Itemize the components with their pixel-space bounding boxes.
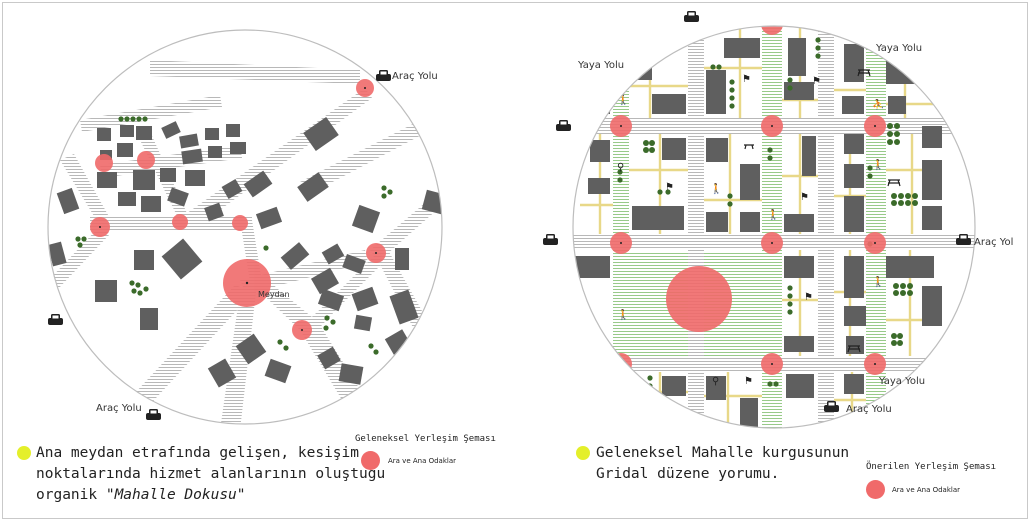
organic-fabric-plan xyxy=(47,29,443,425)
car-icon xyxy=(824,401,839,412)
svg-text:🚶: 🚶 xyxy=(767,208,779,221)
right-description-line2: Gridal düzene yorumu. xyxy=(596,466,780,482)
svg-text:⚑: ⚑ xyxy=(800,192,809,203)
left-description-line3-prefix: organik xyxy=(36,487,106,503)
grid-fabric-plan: 🚶 ⚑ ⚑ ⛹ ⚇ ⚲ ⚑ 🚶 🚶 ⚑ 🚶 🚶 🚶 ⚑ ⚑ ⚲ xyxy=(543,11,976,429)
svg-text:🚶: 🚶 xyxy=(872,275,884,288)
svg-text:⚇: ⚇ xyxy=(566,185,575,196)
road-label-walk-top-right: Yaya Yolu xyxy=(876,43,923,54)
left-description-line1: Ana meydan etrafında gelişen, kesişim xyxy=(36,445,360,461)
svg-text:🚶: 🚶 xyxy=(710,182,722,195)
left-description: Ana meydan etrafında gelişen, kesişim no… xyxy=(36,443,385,506)
svg-text:⚑: ⚑ xyxy=(812,76,821,87)
road-label-walk-bottom-right: Yaya Yolu xyxy=(879,376,926,387)
focus-legend-swatch xyxy=(866,480,885,499)
car-icon xyxy=(543,234,558,245)
right-description-line1: Geleneksel Mahalle kurgusunun xyxy=(596,445,850,461)
road-label-vehicle-bottom: Araç Yolu xyxy=(96,403,142,414)
right-description: Geleneksel Mahalle kurgusunun Gridal düz… xyxy=(596,443,849,485)
road-label-vehicle-top: Araç Yolu xyxy=(392,71,438,82)
car-icon xyxy=(556,120,571,131)
left-legend-title: Geleneksel Yerleşim Şeması xyxy=(355,434,496,444)
right-legend-item: Ara ve Ana Odaklar xyxy=(892,486,961,494)
left-description-line3: organik "Mahalle Dokusu" xyxy=(36,485,385,506)
right-legend-title: Önerilen Yerleşim Şeması xyxy=(866,462,997,472)
focus-legend-swatch xyxy=(361,451,380,470)
car-icon xyxy=(376,70,391,81)
road-label-vehicle-right: Araç Yol xyxy=(974,237,1014,248)
svg-text:🚶: 🚶 xyxy=(617,308,629,321)
car-icon xyxy=(48,314,63,325)
svg-text:⚑: ⚑ xyxy=(804,292,813,303)
road-label-walk-top-left: Yaya Yolu xyxy=(578,60,625,71)
svg-text:⚑: ⚑ xyxy=(742,74,751,85)
car-icon xyxy=(684,11,699,22)
car-icon xyxy=(956,234,971,245)
road-label-vehicle-bottom-right: Araç Yolu xyxy=(846,404,892,415)
svg-text:⚲: ⚲ xyxy=(617,162,624,173)
svg-text:⚑: ⚑ xyxy=(744,376,753,387)
svg-text:🚶: 🚶 xyxy=(872,158,884,171)
bullet-icon xyxy=(17,446,31,460)
left-description-line2: noktalarında hizmet alanlarının oluştuğu xyxy=(36,466,386,482)
left-description-quote: "Mahalle Dokusu" xyxy=(105,487,246,503)
car-icon xyxy=(146,409,161,420)
square-label: Meydan xyxy=(258,290,290,299)
bullet-icon xyxy=(576,446,590,460)
left-legend-item: Ara ve Ana Odaklar xyxy=(388,457,457,465)
svg-text:⚲: ⚲ xyxy=(712,376,719,387)
svg-text:⚑: ⚑ xyxy=(665,182,674,193)
svg-text:⛹: ⛹ xyxy=(872,98,884,111)
